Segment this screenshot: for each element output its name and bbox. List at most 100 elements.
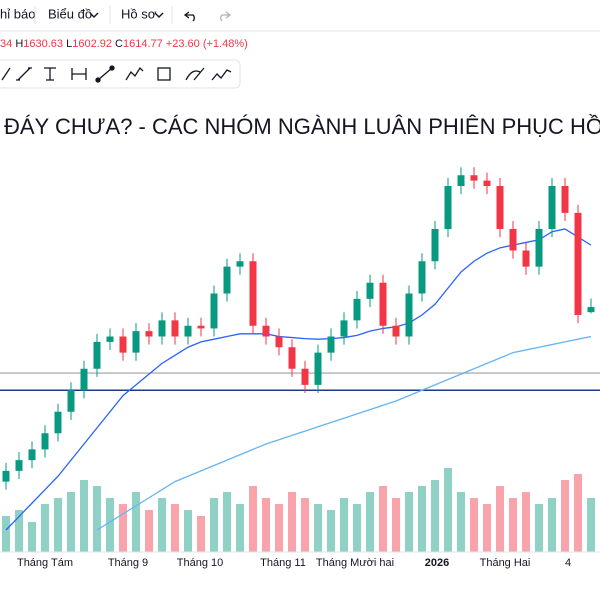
candle-body: [327, 336, 335, 353]
candle-body: [41, 433, 49, 450]
volume-bar: [158, 498, 166, 552]
drawing-tools: [1, 65, 232, 83]
drawing-toolbar: [0, 59, 241, 89]
candle-body: [54, 411, 62, 434]
volume-bar: [93, 486, 101, 552]
candle-body: [561, 186, 569, 213]
tool-trend[interactable]: [97, 67, 113, 81]
tool-vertical[interactable]: [44, 67, 56, 81]
candle-body: [275, 336, 283, 348]
volume-bar: [327, 510, 335, 552]
candle-body: [249, 261, 257, 326]
candle-body: [574, 212, 582, 315]
time-label: Tháng Hai: [480, 557, 531, 569]
candle-body: [535, 229, 543, 267]
candle-body: [470, 175, 478, 181]
volume-bar: [184, 510, 192, 552]
volume-bar: [262, 498, 270, 552]
tool-range[interactable]: [71, 68, 87, 80]
volume-bar: [470, 498, 478, 552]
open-value: 34: [0, 38, 12, 50]
candle-body: [548, 186, 556, 229]
candle-body: [366, 282, 374, 299]
volume-bar: [275, 504, 283, 552]
volume-bar: [119, 504, 127, 552]
candle-body: [80, 368, 88, 391]
chevron: [154, 12, 164, 18]
candle-body: [496, 186, 504, 229]
candle-body: [210, 293, 218, 329]
tool-pattern[interactable]: [211, 69, 232, 81]
candle-body: [405, 293, 413, 337]
volume-bar: [496, 486, 504, 552]
time-axis: [0, 552, 600, 600]
candle-body: [392, 325, 400, 337]
volume-bar: [483, 504, 491, 552]
time-label: 2026: [425, 557, 449, 569]
volume-bar: [2, 516, 10, 552]
candle-body: [158, 320, 166, 337]
time-label: Tháng Tám: [17, 557, 73, 569]
volume-bar: [457, 492, 465, 552]
volume-bar: [41, 504, 49, 552]
candle-body: [67, 390, 75, 412]
high-label: H: [15, 38, 23, 50]
volume-bar: [509, 498, 517, 552]
volume-bar: [249, 486, 257, 552]
volume-bar: [145, 510, 153, 552]
candle-body: [197, 325, 205, 329]
volume-bar: [132, 492, 140, 552]
candle-body: [509, 229, 517, 251]
volume-bar: [379, 486, 387, 552]
tool-line[interactable]: [1, 67, 11, 81]
candle-body: [418, 261, 426, 294]
candle-body: [171, 320, 179, 337]
redo-button[interactable]: [220, 11, 232, 22]
chart-menu[interactable]: Biểu đồ: [48, 6, 92, 21]
tool-path[interactable]: [125, 66, 144, 81]
candle-body: [2, 470, 10, 482]
low-value: 1602.92: [72, 38, 112, 50]
candle-body: [288, 347, 296, 369]
volume-bar: [80, 480, 88, 552]
time-label: Tháng 9: [108, 557, 148, 569]
candle-body: [483, 180, 491, 186]
plot: [0, 167, 600, 552]
tool-rect[interactable]: [157, 67, 171, 81]
close-value: 1614.77: [123, 38, 163, 50]
volume-bar: [171, 504, 179, 552]
candle-body: [522, 250, 530, 267]
candle-body: [587, 307, 595, 313]
profile-menu[interactable]: Hồ sơ: [121, 6, 157, 21]
volume-bar: [197, 516, 205, 552]
volume-bar: [431, 480, 439, 552]
volume-bar: [574, 474, 582, 552]
volume-bar: [314, 504, 322, 552]
volume-bar: [444, 468, 452, 552]
tool-ray[interactable]: [16, 67, 32, 81]
candle-body: [106, 336, 114, 342]
volume-bar: [210, 498, 218, 552]
candle-body: [431, 229, 439, 262]
time-label: Tháng 10: [177, 557, 223, 569]
time-label: Tháng Mười hai: [316, 557, 394, 569]
volume-bar: [353, 504, 361, 552]
change-value: +23.60 (+1.48%): [166, 38, 248, 50]
moving-average: [96, 335, 592, 531]
volume-bar: [587, 498, 595, 552]
candle-body: [262, 325, 270, 337]
volume-bar: [67, 492, 75, 552]
volume-bar: [561, 480, 569, 552]
time-label: 4: [565, 557, 571, 569]
volume-bar: [392, 498, 400, 552]
time-labels: Tháng Tám Tháng 9 Tháng 10 Tháng 11 Tháng Mư…: [17, 557, 571, 569]
low-label: L: [66, 38, 72, 50]
candle-body: [314, 352, 322, 385]
volume-bar: [366, 492, 374, 552]
tool-brush[interactable]: [185, 67, 205, 81]
volume-bar: [522, 492, 530, 552]
undo-button[interactable]: [183, 11, 195, 22]
indicators-button[interactable]: hỉ báo: [0, 6, 35, 21]
